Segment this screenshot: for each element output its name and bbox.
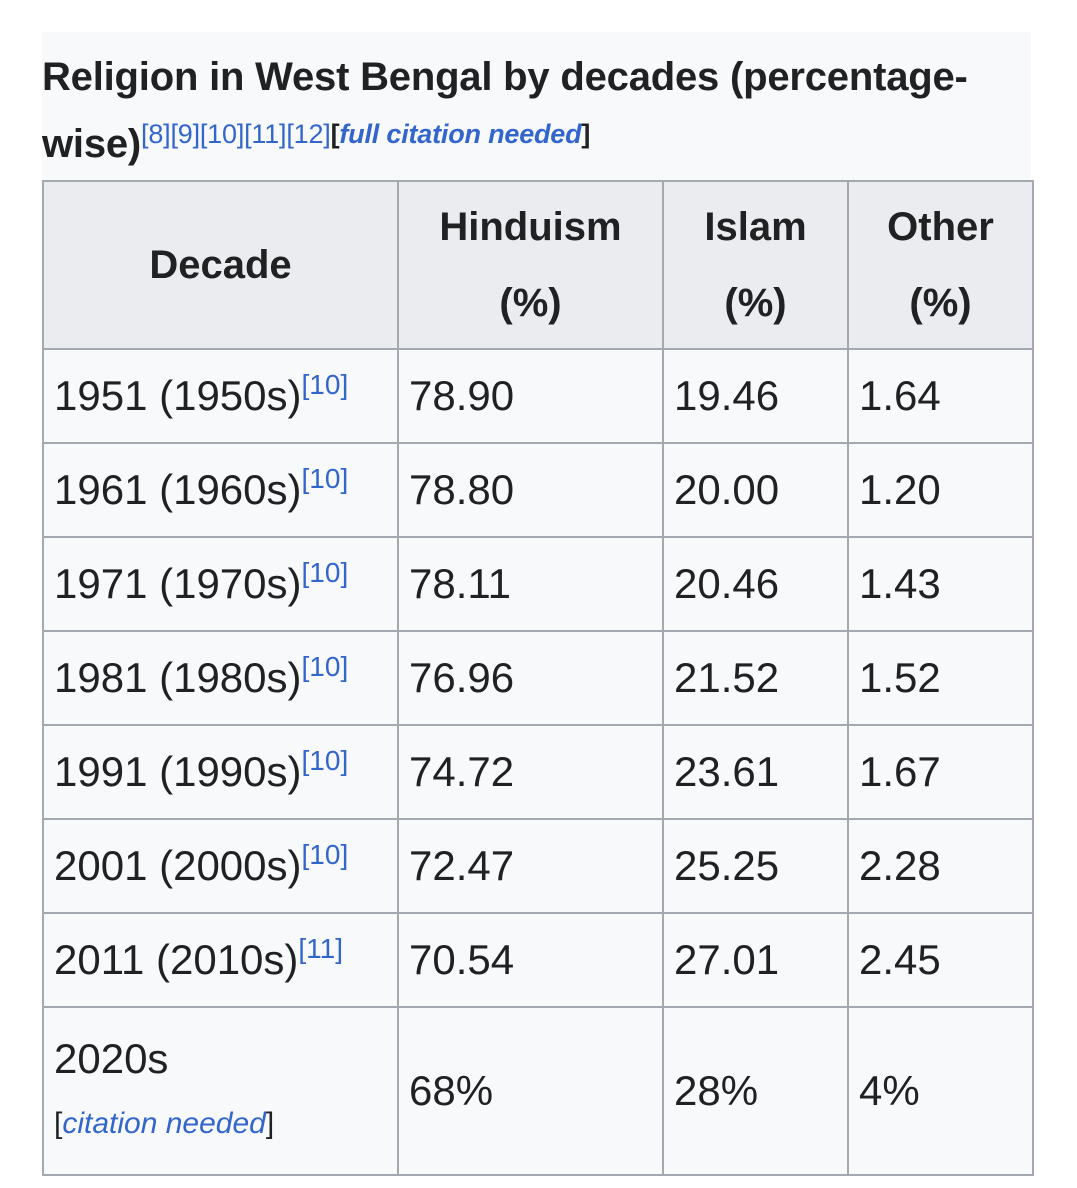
cell-islam: 19.46 [662,348,849,444]
cell-islam: 27.01 [662,912,849,1008]
table-row: 2020s [citation needed] 68% 28% 4% [42,1006,1034,1176]
cell-islam: 20.00 [662,442,849,538]
header-islam[interactable]: Islam (%) [662,180,849,350]
reference-link[interactable]: [10] [301,745,349,776]
decade-text: 1971 (1970s) [54,560,302,607]
header-other-label: Other [887,205,994,249]
table-row: 2001 (2000s)[10] 72.47 25.25 2.28 [42,818,1034,914]
decade-text: 2020s [54,1034,169,1082]
table-row: 1971 (1970s)[10] 78.11 20.46 1.43 [42,536,1034,632]
religion-table: Decade Hinduism (%) Islam (%) Other (%) 195… [42,180,1034,1176]
table-row: 1981 (1980s)[10] 76.96 21.52 1.52 [42,630,1034,726]
cell-decade: 2011 (2010s)[11] [42,912,399,1008]
cell-decade: 1961 (1960s)[10] [42,442,399,538]
citation-needed: [citation needed] [54,1107,274,1140]
cell-hinduism: 78.80 [397,442,664,538]
decade-text: 2011 (2010s) [54,936,299,983]
cell-other: 2.28 [847,818,1034,914]
cell-islam: 23.61 [662,724,849,820]
cell-islam: 25.25 [662,818,849,914]
cell-islam: 21.52 [662,630,849,726]
citation-needed-link[interactable]: citation needed [62,1106,266,1140]
reference-link[interactable]: [10] [301,369,349,400]
decade-text: 1951 (1950s) [54,372,302,419]
citation-close: ] [265,1106,275,1140]
table-header-row: Decade Hinduism (%) Islam (%) Other (%) [42,180,1034,350]
caption-citation-close: ] [581,119,591,149]
cell-decade: 2020s [citation needed] [42,1006,399,1176]
cell-other: 1.64 [847,348,1034,444]
cell-decade: 1991 (1990s)[10] [42,724,399,820]
decade-text: 1961 (1960s) [54,466,302,513]
table-row: 1951 (1950s)[10] 78.90 19.46 1.64 [42,348,1034,444]
table-row: 1991 (1990s)[10] 74.72 23.61 1.67 [42,724,1034,820]
reference-link[interactable]: [11] [298,933,344,964]
caption-citation-open: [ [330,119,340,149]
caption-refs-link[interactable]: [8][9][10][11][12] [141,119,331,149]
cell-decade: 2001 (2000s)[10] [42,818,399,914]
cell-hinduism: 72.47 [397,818,664,914]
header-hinduism-label: Hinduism [439,205,622,249]
cell-other: 1.20 [847,442,1034,538]
header-islam-unit: (%) [724,281,787,325]
reference-link[interactable]: [10] [301,463,349,494]
decade-text: 2001 (2000s) [54,842,302,889]
caption-citation-needed-link[interactable]: full citation needed [339,119,582,149]
cell-islam: 20.46 [662,536,849,632]
header-decade[interactable]: Decade [42,180,399,350]
header-other-unit: (%) [909,281,972,325]
header-other[interactable]: Other (%) [847,180,1034,350]
cell-other: 1.43 [847,536,1034,632]
decade-text: 1981 (1980s) [54,654,302,701]
cell-other: 4% [847,1006,1034,1176]
cell-other: 1.67 [847,724,1034,820]
cell-hinduism: 76.96 [397,630,664,726]
table-caption: Religion in West Bengal by decades (perc… [42,44,1031,178]
cell-hinduism: 70.54 [397,912,664,1008]
table-row: 1961 (1960s)[10] 78.80 20.00 1.20 [42,442,1034,538]
table-caption-box: Religion in West Bengal by decades (perc… [42,32,1031,180]
cell-hinduism: 68% [397,1006,664,1176]
reference-link[interactable]: [10] [301,557,349,588]
header-islam-label: Islam [704,205,807,249]
cell-other: 2.45 [847,912,1034,1008]
header-hinduism[interactable]: Hinduism (%) [397,180,664,350]
reference-link[interactable]: [10] [301,651,349,682]
cell-decade: 1971 (1970s)[10] [42,536,399,632]
decade-text: 1991 (1990s) [54,748,302,795]
cell-islam: 28% [662,1006,849,1176]
caption-title: Religion in West Bengal by decades (perc… [42,55,968,166]
header-hinduism-unit: (%) [499,281,562,325]
table-row: 2011 (2010s)[11] 70.54 27.01 2.45 [42,912,1034,1008]
citation-open: [ [54,1106,63,1140]
cell-hinduism: 78.90 [397,348,664,444]
cell-other: 1.52 [847,630,1034,726]
cell-hinduism: 74.72 [397,724,664,820]
cell-decade: 1951 (1950s)[10] [42,348,399,444]
cell-decade: 1981 (1980s)[10] [42,630,399,726]
reference-link[interactable]: [10] [301,839,349,870]
cell-hinduism: 78.11 [397,536,664,632]
